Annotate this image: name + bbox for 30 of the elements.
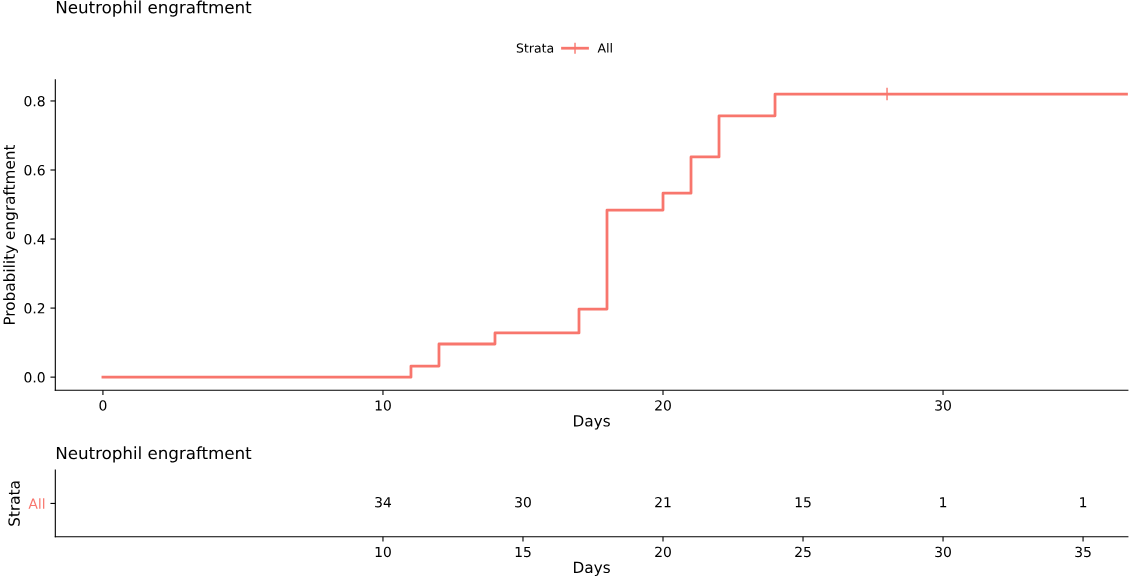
- data-label: 21: [655, 496, 671, 508]
- data-label: 30: [515, 496, 531, 508]
- legend-title: Strata: [516, 43, 554, 53]
- x-tick-label: 35: [1075, 546, 1091, 558]
- chart-title: Neutrophil engraftment: [56, 0, 252, 17]
- x-tick-label: 10: [375, 546, 391, 558]
- x-axis-title: Days: [574, 415, 610, 430]
- x-tick-label: 20: [655, 400, 671, 411]
- data-label: 1: [940, 497, 947, 508]
- x-tick-label: 15: [515, 546, 531, 558]
- x-tick-label: 20: [655, 546, 671, 558]
- y-axis-title: Strata: [8, 481, 20, 526]
- y-tick-label: 0.2: [24, 303, 45, 314]
- x-tick-label: 30: [935, 546, 951, 558]
- chart-title: Neutrophil engraftment: [56, 446, 252, 463]
- y-tick-label: 0.6: [24, 164, 45, 176]
- legend-label: All: [597, 43, 612, 53]
- data-label: 1: [1080, 497, 1087, 508]
- y-tick-label: All: [28, 498, 45, 509]
- x-tick-label: 10: [375, 400, 391, 411]
- y-tick-label: 0.4: [24, 234, 45, 245]
- x-tick-label: 25: [795, 546, 811, 558]
- y-tick-label: 0.0: [24, 372, 45, 383]
- x-tick-label: 0: [99, 400, 107, 411]
- y-tick-label: 0.8: [24, 95, 45, 107]
- x-tick-label: 30: [935, 400, 951, 411]
- y-axis-title: Probability engraftment: [3, 144, 18, 325]
- data-label: 15: [795, 497, 811, 508]
- data-label: 34: [375, 496, 392, 508]
- x-axis-title: Days: [574, 561, 610, 577]
